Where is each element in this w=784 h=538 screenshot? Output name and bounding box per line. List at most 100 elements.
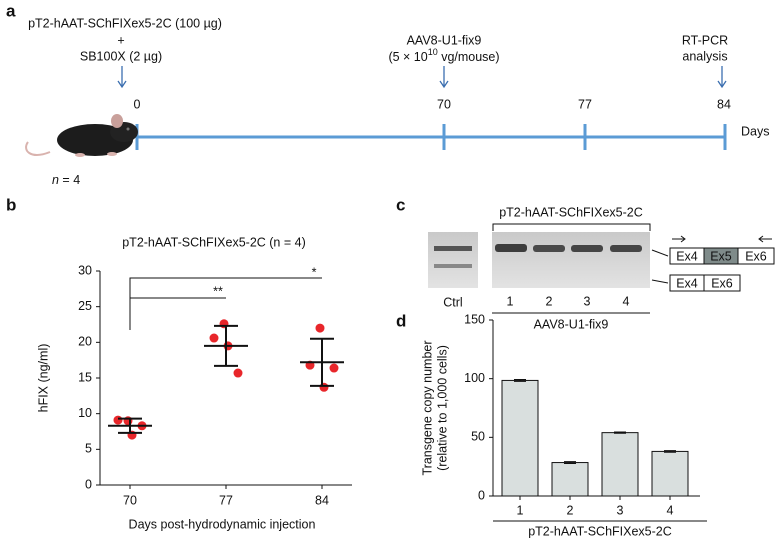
lane-label: 3 — [584, 294, 591, 308]
band — [610, 245, 642, 252]
y-tick-label: 30 — [78, 263, 92, 277]
error-bar — [118, 417, 142, 434]
exon-label: Ex5 — [710, 249, 732, 263]
arrow — [439, 66, 449, 89]
panel-label: b — [6, 195, 16, 214]
timepoint: 84 — [717, 97, 731, 111]
x-tick-label: 2 — [567, 503, 574, 517]
significance-bracket — [129, 297, 226, 330]
panel-label: a — [6, 1, 16, 20]
n-var: n — [52, 173, 59, 187]
error-bar — [214, 324, 238, 367]
timepoint: 0 — [134, 97, 141, 111]
exon-label: Ex4 — [676, 276, 698, 290]
y-tick-label: 0 — [85, 477, 92, 491]
lane-label: 2 — [546, 294, 553, 308]
exon-label: Ex6 — [745, 249, 767, 263]
panel-label: d — [396, 311, 406, 330]
x-tick-label: 3 — [617, 503, 624, 517]
y-tick-label: 20 — [78, 335, 92, 349]
significance: ** — [213, 284, 223, 298]
x-tick-label: 70 — [123, 493, 137, 507]
x-tick-label: 84 — [315, 493, 329, 507]
x-axis-title: Days post-hydrodynamic injection — [129, 517, 316, 531]
lane-label: 1 — [507, 294, 514, 308]
timepoint: 77 — [578, 97, 592, 111]
analysis: RT-PCR — [682, 33, 728, 47]
analysis: analysis — [682, 49, 727, 63]
y-axis-title: hFIX (ng/ml) — [36, 344, 50, 413]
significance: * — [312, 265, 317, 279]
exon-label: Ex4 — [676, 249, 698, 263]
x-tick-label: 1 — [517, 503, 524, 517]
y-tick-label: 10 — [78, 406, 92, 420]
exon — [703, 274, 741, 292]
exon — [737, 247, 775, 265]
bar — [651, 450, 689, 497]
primers — [672, 235, 772, 243]
vector-label: AAV8-U1-fix9 — [534, 317, 609, 331]
y-axis-title: Transgene copy number — [420, 340, 434, 475]
ctrl-label: Ctrl — [443, 295, 462, 309]
point — [123, 416, 133, 426]
error-bar — [614, 431, 626, 434]
timeline-panel: pT2-hAAT-SChFIXex5-2C (100 µg) + SB100X … — [25, 16, 769, 187]
y-tick-label: 25 — [78, 299, 92, 313]
bar — [551, 462, 589, 497]
x-tick-label: 77 — [219, 493, 233, 507]
dose-unit: vg/mouse) — [438, 50, 500, 64]
n-label: n = 4 — [52, 173, 80, 187]
arrow — [717, 66, 727, 89]
error-bar — [564, 461, 576, 464]
band — [434, 264, 472, 268]
dose: (5 × 1010 vg/mouse) — [388, 47, 499, 64]
x-axis-title: pT2-hAAT-SChFIXex5-2C — [528, 524, 672, 538]
y-tick-label: 100 — [464, 371, 485, 385]
y-tick-label: 150 — [464, 312, 485, 326]
point — [315, 323, 325, 333]
band — [571, 245, 603, 252]
point — [209, 333, 219, 343]
y-tick-label: 15 — [78, 370, 92, 384]
point — [127, 430, 137, 440]
bar — [601, 432, 639, 497]
connector — [651, 249, 669, 284]
y-axis-title: (relative to 1,000 cells) — [435, 345, 449, 471]
point — [219, 319, 229, 329]
band — [533, 245, 565, 252]
lane-label: 4 — [623, 294, 630, 308]
band — [434, 246, 472, 251]
timepoint: 70 — [437, 97, 451, 111]
significance-bracket — [129, 277, 322, 298]
y-tick-label: 0 — [478, 488, 485, 502]
band — [495, 244, 527, 252]
bracket-title: pT2-hAAT-SChFIXex5-2C — [499, 205, 643, 219]
dose-text: (5 × 10 — [388, 50, 427, 64]
arrow — [117, 66, 127, 89]
dose-exponent: 10 — [428, 47, 438, 57]
y-tick-label: 50 — [471, 430, 485, 444]
point — [113, 415, 123, 425]
exon-label: Ex6 — [711, 276, 733, 290]
error-bar — [664, 450, 676, 453]
point — [233, 368, 243, 378]
gel-ctrl — [428, 232, 478, 288]
mouse — [25, 114, 138, 157]
injection: pT2-hAAT-SChFIXex5-2C (100 µg) — [28, 16, 222, 30]
bar — [501, 379, 539, 497]
bracket — [492, 223, 651, 231]
transposase: SB100X (2 µg) — [80, 49, 162, 63]
point — [329, 363, 339, 373]
gel — [492, 232, 650, 288]
n-value: = 4 — [59, 173, 80, 187]
aav: AAV8-U1-fix9 — [407, 33, 482, 47]
error-bar — [310, 337, 334, 387]
point — [319, 382, 329, 392]
chart-title: pT2-hAAT-SChFIXex5-2C (n = 4) — [122, 235, 306, 249]
panel-label: c — [396, 195, 405, 214]
y-tick-label: 5 — [85, 442, 92, 456]
unit: Days — [741, 124, 769, 138]
gel-panel: pT2-hAAT-SChFIXex5-2C Ctrl 1 2 3 4 AAV8-… — [428, 205, 775, 331]
error-bar — [514, 378, 526, 382]
